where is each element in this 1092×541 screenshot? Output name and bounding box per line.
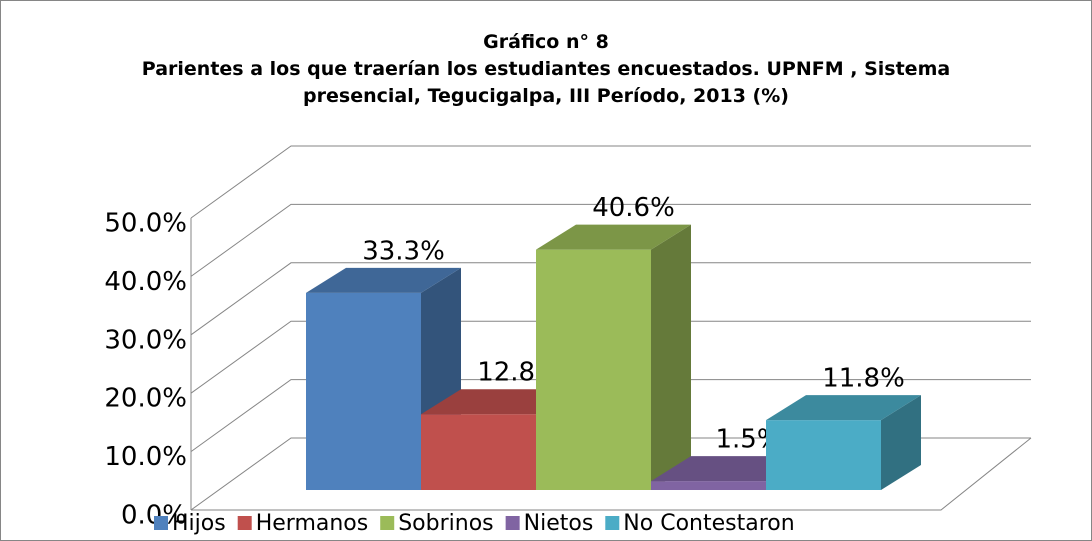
legend-swatch	[154, 516, 168, 530]
value-label: 33.3%	[362, 236, 445, 266]
bar-top	[766, 395, 921, 421]
floor	[191, 437, 1032, 511]
legend-label: No Contestaron	[623, 511, 794, 536]
bar	[651, 481, 766, 490]
chart-subtitle: Parientes a los que traerían los estudia…	[141, 58, 951, 107]
grid-line	[190, 145, 1031, 219]
y-tick-label: 10.0%	[104, 442, 187, 472]
bar-top	[536, 224, 691, 250]
legend-label: Sobrinos	[398, 511, 493, 536]
legend-label: Hijos	[172, 511, 226, 536]
y-tick-label: 0.0%	[121, 501, 187, 531]
legend-label: Hermanos	[256, 511, 369, 536]
bar-side	[881, 395, 921, 490]
legend-swatch	[237, 516, 252, 530]
grid-line	[190, 262, 1031, 336]
bar	[766, 420, 881, 490]
legend-label: Nietos	[524, 511, 594, 536]
y-tick-label: 40.0%	[104, 267, 187, 297]
value-label: 11.8%	[822, 364, 905, 394]
legend-swatch	[605, 516, 620, 530]
grid-line	[190, 203, 1031, 277]
y-tick-label: 30.0%	[104, 325, 187, 355]
bar-side	[651, 224, 691, 490]
value-label: 40.6%	[592, 193, 675, 223]
y-tick-label: 50.0%	[104, 209, 187, 239]
y-tick-label: 20.0%	[104, 384, 187, 414]
legend-swatch	[505, 516, 520, 530]
bar	[306, 292, 421, 490]
chart-title: Gráfico n° 8	[483, 31, 609, 53]
grid-line	[190, 379, 1031, 453]
bar	[421, 414, 536, 490]
legend-swatch	[380, 516, 395, 530]
grid-line	[190, 320, 1031, 394]
bar	[536, 249, 651, 490]
titles: Gráfico n° 8 Parientes a los que traería…	[101, 29, 991, 110]
bar-top	[306, 267, 461, 293]
